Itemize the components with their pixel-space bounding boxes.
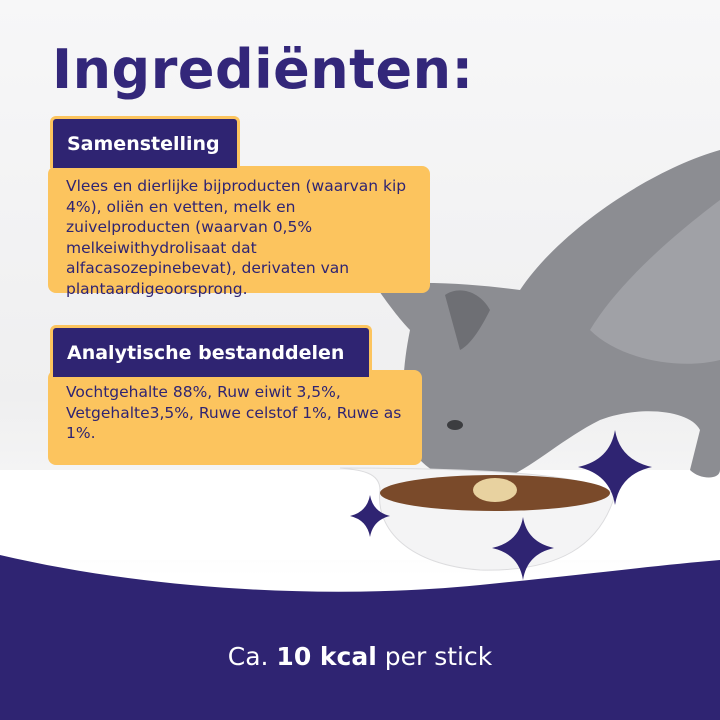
calorie-note: Ca. 10 kcal per stick (0, 642, 720, 671)
calorie-suffix: per stick (376, 642, 493, 671)
calorie-value: 10 kcal (276, 642, 377, 671)
sparkle-icon (492, 517, 554, 580)
cat-eye (447, 420, 463, 430)
cat-body (375, 150, 720, 484)
composition-text: Vlees en dierlijke bijproducten (waarvan… (66, 177, 407, 298)
calorie-prefix: Ca. (227, 642, 277, 671)
analytical-box: Vochtgehalte 88%, Ruw eiwit 3,5%, Vetgeh… (48, 370, 422, 465)
analytical-heading-label: Analytische bestanddelen (67, 341, 345, 364)
analytical-text: Vochtgehalte 88%, Ruw eiwit 3,5%, Vetgeh… (66, 383, 402, 442)
page-title: Ingrediënten: (52, 38, 474, 101)
sparkle-icon (578, 430, 652, 505)
sparkle-icon (350, 495, 390, 537)
composition-heading-label: Samenstelling (67, 132, 220, 155)
composition-heading: Samenstelling (50, 116, 240, 168)
cat-ear (445, 290, 490, 350)
composition-box: Vlees en dierlijke bijproducten (waarvan… (48, 166, 430, 298)
analytical-heading: Analytische bestanddelen (50, 325, 372, 377)
footer-band (0, 555, 720, 720)
